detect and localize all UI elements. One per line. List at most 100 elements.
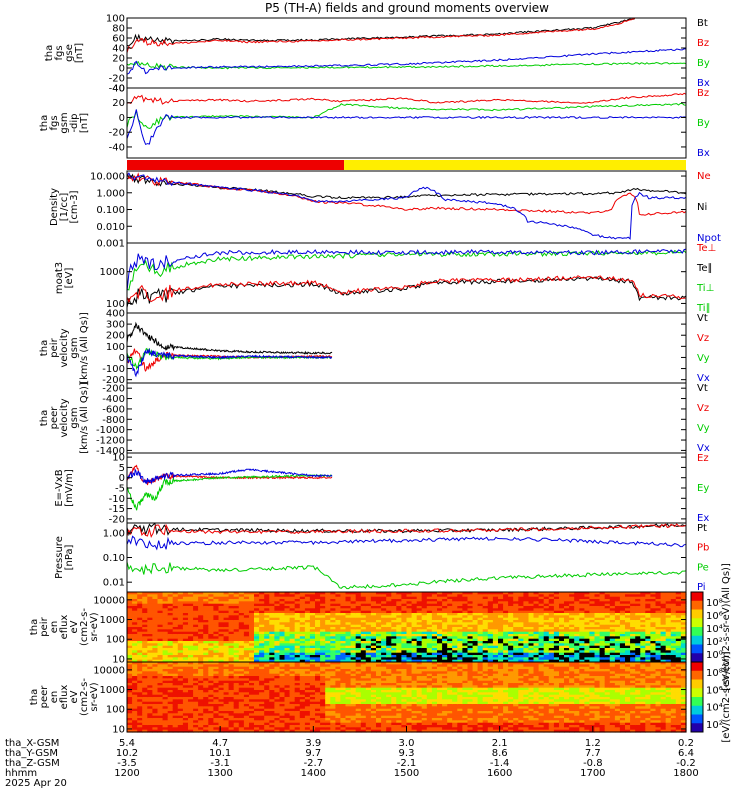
heatmap-cell [416,606,423,609]
heatmap-cell [264,659,270,663]
heatmap-cell [188,634,194,637]
y-tick-label: 80 [112,24,125,35]
heatmap-cell [238,601,245,605]
heatmap-cell [223,645,230,649]
heatmap-cell [630,624,636,628]
heatmap-cell [487,620,494,623]
heatmap-cell [157,657,164,661]
heatmap-cell [259,599,265,602]
heatmap-cell [548,629,555,633]
legend-entry: Bt [697,18,708,29]
heatmap-cell [203,648,209,651]
heatmap-cell [553,622,560,626]
heatmap-cell [574,634,580,637]
colorbar-segment [691,600,703,610]
heatmap-cell [360,678,367,682]
heatmap-cell [533,627,540,630]
heatmap-cell [228,706,235,710]
heatmap-cell [325,615,331,619]
heatmap-cell [315,729,321,733]
heatmap-cell [157,722,164,726]
heatmap-cell [619,608,626,612]
heatmap-cell [447,608,453,612]
heatmap-cell [330,615,336,619]
heatmap-cell [264,596,270,600]
heatmap-cell [360,729,367,733]
heatmap-cell [599,629,606,633]
heatmap-cell [309,592,316,595]
heatmap-cell [320,655,326,658]
heatmap-cell [127,601,133,605]
heatmap-cell [198,715,204,719]
heatmap-cell [467,596,474,600]
heatmap-cell [249,617,255,621]
heatmap-cell [274,708,281,712]
heatmap-cell [147,729,153,733]
heatmap-cell [543,617,550,621]
heatmap-cell [284,641,291,644]
heatmap-cell [350,727,357,731]
heatmap-cell [137,620,143,623]
heatmap-cell [269,657,275,661]
heatmap-cell [660,641,667,644]
heatmap-cell [182,722,189,726]
heatmap-cell [162,617,169,621]
heatmap-cell [177,694,184,698]
heatmap-cell [447,622,453,626]
heatmap-cell [635,606,641,609]
heatmap-cell [315,629,321,633]
heatmap-cell [650,657,657,661]
heatmap-cell [579,603,585,607]
heatmap-cell [177,603,184,607]
heatmap-cell [233,620,240,623]
heatmap-cell [660,615,667,619]
heatmap-cell [467,606,474,609]
heatmap-cell [330,694,336,698]
heatmap-cell [350,634,357,637]
heatmap-cell [264,624,270,628]
heatmap-cell [228,601,235,605]
heatmap-cell [472,631,479,635]
heatmap-cell [421,601,428,605]
heatmap-cell [152,620,159,623]
heatmap-cell [442,652,448,656]
heatmap-cell [574,655,580,658]
heatmap-cell [182,687,189,691]
heatmap-cell [625,629,631,633]
y-axis-label-line: eflux [59,615,70,640]
heatmap-cell [213,699,220,703]
heatmap-cell [355,725,362,728]
heatmap-cell [142,711,148,714]
heatmap-cell [335,603,342,607]
heatmap-cell [442,648,448,651]
heatmap-cell [462,636,469,640]
heatmap-cell [157,711,164,714]
heatmap-cell [162,613,169,616]
heatmap-cell [360,648,367,651]
heatmap-cell [320,729,326,733]
heatmap-cell [269,727,275,731]
heatmap-cell [487,629,494,633]
heatmap-cell [228,655,235,658]
y-tick-label: 200 [106,331,125,342]
heatmap-cell [437,627,443,630]
heatmap-cell [447,650,453,654]
heatmap-cell [284,666,291,670]
heatmap-cell [533,657,540,661]
heatmap-cell [279,666,286,670]
heatmap-cell [203,594,209,598]
heatmap-cell [462,601,469,605]
heatmap-cell [203,624,209,628]
heatmap-cell [208,694,214,698]
heatmap-cell [609,645,616,649]
heatmap-cell [142,727,148,731]
heatmap-cell [579,613,585,616]
spectrogram-cells [127,592,687,663]
heatmap-cell [330,655,336,658]
heatmap-cell [472,599,479,602]
heatmap-cell [548,615,555,619]
heatmap-cell [137,694,143,698]
heatmap-cell [416,615,423,619]
heatmap-cell [350,706,357,710]
heatmap-cell [213,718,220,721]
